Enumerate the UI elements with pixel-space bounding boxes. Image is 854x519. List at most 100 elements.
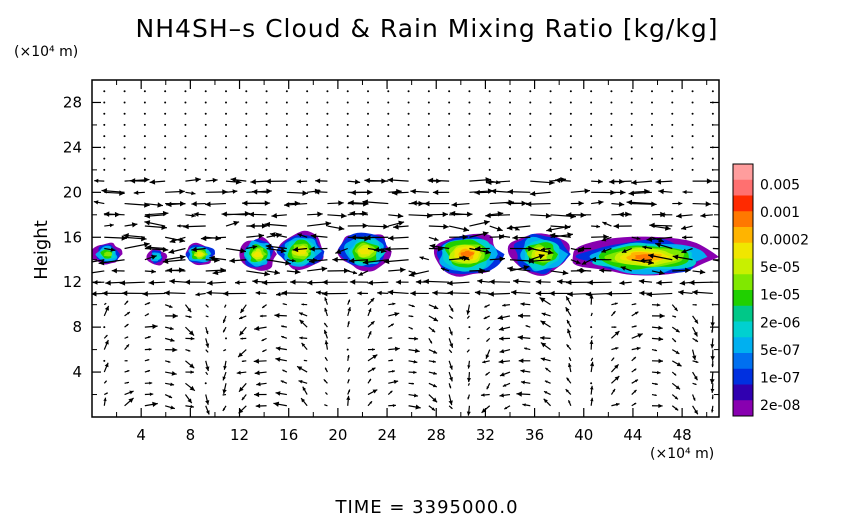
wind-vector: [589, 294, 594, 305]
colorbar-frame: [732, 163, 754, 417]
wind-vector: [638, 278, 653, 285]
wind-vector: [326, 146, 329, 149]
wind-vector: [541, 312, 551, 317]
wind-vector: [610, 310, 616, 317]
wind-vector: [522, 403, 531, 407]
cloud-contour: [253, 251, 263, 258]
cloud-region: [146, 248, 168, 266]
wind-vector: [164, 360, 171, 363]
wind-vector: [448, 371, 453, 382]
wind-vector: [449, 210, 470, 217]
wind-vector: [306, 112, 309, 115]
wind-vector: [480, 393, 490, 397]
wind-vector: [692, 303, 697, 306]
wind-vector: [570, 188, 591, 194]
wind-vector: [513, 278, 531, 285]
wind-vector: [671, 90, 674, 93]
wind-vector: [282, 369, 288, 373]
wind-vector: [265, 146, 268, 149]
wind-vector: [225, 179, 242, 185]
wind-vector: [306, 101, 309, 104]
wind-vector: [490, 188, 511, 194]
wind-vector: [388, 213, 404, 219]
wind-vector: [569, 123, 572, 126]
wind-vector: [185, 382, 196, 392]
wind-vector: [164, 405, 176, 410]
wind-vector: [367, 280, 389, 286]
wind-vector: [285, 168, 288, 171]
wind-vector: [549, 232, 571, 239]
wind-vector: [362, 259, 389, 265]
wind-vector: [347, 389, 351, 395]
wind-vector: [324, 340, 329, 350]
wind-vector: [509, 135, 511, 138]
wind-vector: [610, 146, 613, 149]
wind-vector: [407, 146, 410, 149]
wind-vector: [509, 265, 530, 272]
wind-vector: [549, 168, 552, 171]
wind-vector: [205, 304, 209, 308]
wind-vector: [529, 101, 532, 104]
wind-vector: [253, 325, 267, 331]
wind-vector: [448, 383, 452, 389]
wind-vector: [103, 157, 106, 160]
wind-vector: [184, 101, 187, 104]
wind-vector: [681, 225, 693, 231]
cloud-contour: [534, 250, 547, 259]
wind-vector: [347, 270, 358, 275]
wind-vector: [283, 202, 308, 208]
wind-vector: [367, 90, 370, 93]
wind-vector: [711, 123, 714, 126]
wind-vector: [428, 236, 439, 242]
wind-vector: [143, 146, 146, 149]
wind-vector: [483, 315, 490, 320]
wind-vector: [144, 401, 158, 408]
wind-vector: [144, 269, 156, 274]
wind-vector: [671, 168, 674, 171]
x-tick-label: 20: [328, 426, 347, 444]
wind-vector: [183, 223, 206, 230]
wind-vector: [102, 290, 125, 297]
wind-vector: [346, 123, 349, 126]
wind-vector: [671, 326, 680, 333]
wind-vector: [164, 101, 167, 104]
wind-vector: [225, 101, 228, 104]
wind-vector: [408, 336, 419, 341]
wind-vector: [103, 397, 107, 406]
wind-vector: [265, 135, 268, 138]
wind-vector: [428, 338, 433, 344]
wind-vector: [297, 233, 308, 238]
wind-vector: [672, 201, 683, 206]
wind-vector: [303, 359, 308, 362]
wind-vector: [103, 112, 106, 115]
wind-vector: [245, 123, 248, 126]
wind-vector: [205, 177, 218, 183]
colorbar-segment: [733, 305, 753, 322]
wind-vector: [448, 326, 453, 336]
wind-vector: [143, 168, 146, 171]
wind-vector: [347, 179, 361, 185]
wind-vector: [324, 404, 328, 407]
wind-vector: [568, 357, 572, 362]
wind-vector: [184, 304, 192, 313]
wind-vector: [691, 168, 694, 171]
wind-vector: [388, 235, 409, 241]
wind-vector: [250, 179, 267, 185]
wind-vector: [488, 112, 491, 115]
wind-vector: [164, 157, 167, 160]
wind-vector: [177, 224, 186, 228]
wind-vector: [280, 380, 288, 384]
wind-vector: [388, 337, 393, 339]
wind-vector: [229, 257, 247, 264]
wind-vector: [285, 135, 288, 138]
wind-vector: [245, 168, 248, 171]
wind-vector: [423, 278, 450, 285]
wind-vector: [630, 123, 633, 126]
wind-vector: [204, 168, 207, 171]
wind-vector: [630, 168, 633, 171]
wind-vector: [205, 338, 210, 348]
wind-vector: [428, 371, 437, 375]
wind-vector: [149, 179, 166, 185]
wind-vector: [709, 372, 715, 385]
wind-vector: [428, 223, 449, 230]
